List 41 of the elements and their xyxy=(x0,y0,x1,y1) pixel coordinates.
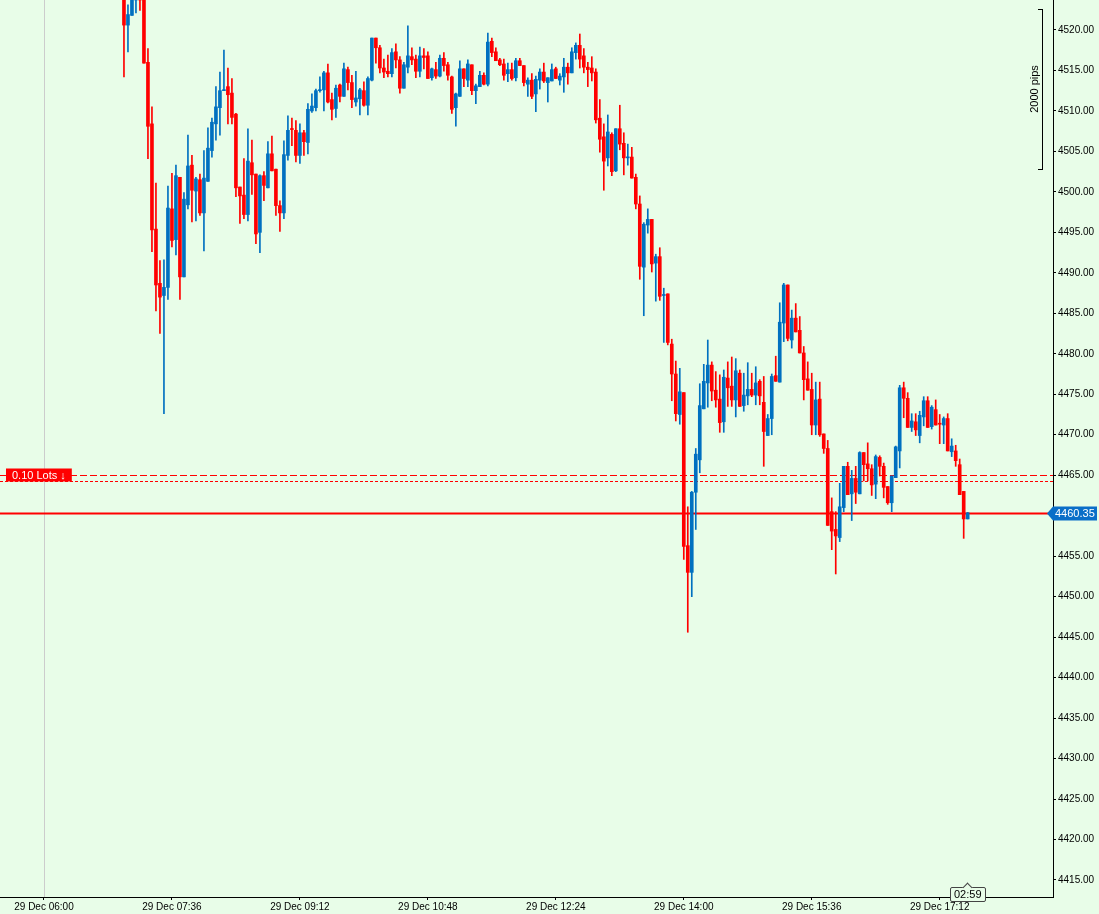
x-tick-label: 29 Dec 12:24 xyxy=(526,900,586,912)
annotation: 02:59 xyxy=(950,887,986,902)
candlestick xyxy=(526,77,530,97)
y-tick-label: 4475.00 xyxy=(1058,388,1095,400)
candlestick xyxy=(226,67,230,125)
x-tick-label: 29 Dec 15:36 xyxy=(781,900,842,912)
y-tick-label: 4490.00 xyxy=(1058,266,1095,278)
x-tick-label: 29 Dec 10:48 xyxy=(398,900,459,912)
y-tick-label: 4515.00 xyxy=(1058,64,1095,76)
y-tick-label: 4520.00 xyxy=(1058,23,1095,35)
x-tick-label: 29 Dec 09:12 xyxy=(270,900,331,912)
candlestick xyxy=(653,253,658,302)
annotation: 2000 pips xyxy=(1028,64,1040,114)
candlestick xyxy=(725,361,730,407)
y-tick-label: 4505.00 xyxy=(1058,145,1095,157)
x-tick-label: 29 Dec 17:12 xyxy=(909,900,970,912)
x-tick-label: 29 Dec 06:00 xyxy=(14,900,75,912)
candlestick xyxy=(386,54,390,78)
y-tick-label: 4500.00 xyxy=(1058,185,1095,197)
y-tick-label: 4430.00 xyxy=(1058,752,1095,764)
y-tick-label: 4415.00 xyxy=(1058,873,1095,885)
candlestick xyxy=(661,287,666,343)
y-tick-label: 4435.00 xyxy=(1058,711,1095,723)
y-tick-label: 4445.00 xyxy=(1058,630,1095,642)
ref-line-label: 4460.35 xyxy=(1055,507,1095,520)
y-tick-label: 4485.00 xyxy=(1058,307,1095,319)
y-tick-label: 4495.00 xyxy=(1058,226,1095,238)
ref-line-label: 0.10 Lots ↓ xyxy=(12,468,66,481)
y-tick-label: 4510.00 xyxy=(1058,104,1095,116)
y-tick-label: 4440.00 xyxy=(1058,671,1095,683)
y-tick-label: 4455.00 xyxy=(1058,549,1095,561)
candlestick xyxy=(126,4,130,53)
y-tick-label: 4425.00 xyxy=(1058,792,1095,804)
y-tick-label: 4470.00 xyxy=(1058,428,1095,440)
candlestick xyxy=(749,372,754,398)
x-tick-label: 29 Dec 14:00 xyxy=(654,900,714,912)
y-tick-label: 4480.00 xyxy=(1058,347,1095,359)
y-tick-label: 4420.00 xyxy=(1058,833,1095,845)
y-tick-label: 4465.00 xyxy=(1058,468,1095,480)
y-tick-label: 4450.00 xyxy=(1058,590,1095,602)
x-tick-label: 29 Dec 07:36 xyxy=(142,900,203,912)
